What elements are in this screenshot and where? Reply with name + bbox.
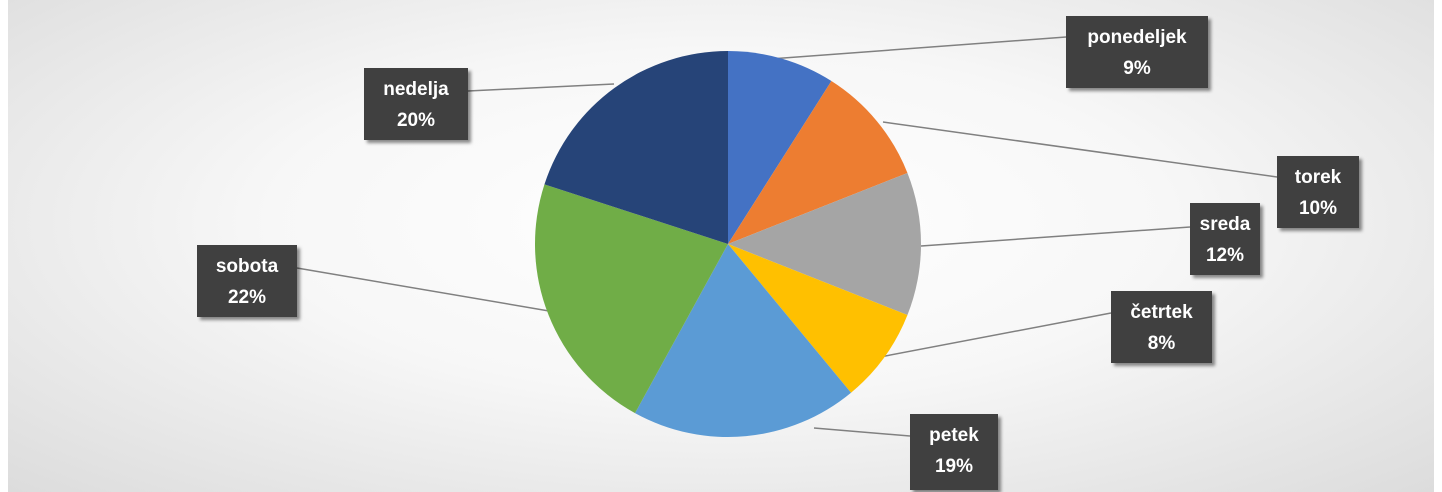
- data-label: sobota 22%: [197, 245, 297, 317]
- pie-slice-2: [728, 172, 922, 316]
- data-label-box: [197, 245, 297, 317]
- data-label-category: nedelja: [383, 79, 449, 100]
- data-label-category: ponedeljek: [1087, 27, 1187, 48]
- data-label-percent: 20%: [397, 110, 435, 131]
- data-label-box: [1190, 203, 1260, 275]
- data-label: petek 19%: [910, 414, 998, 490]
- data-label-percent: 19%: [935, 456, 973, 477]
- data-label-box: [1066, 16, 1208, 88]
- leader-line: [879, 312, 1112, 358]
- leader-line: [467, 83, 615, 92]
- leader-line: [882, 121, 1278, 178]
- data-label: ponedeljek 9%: [1066, 16, 1208, 88]
- data-label: četrtek 8%: [1111, 291, 1212, 363]
- pie-slice-1: [728, 81, 908, 244]
- data-label: torek 10%: [1277, 156, 1359, 228]
- data-label-percent: 8%: [1148, 333, 1176, 354]
- data-label-category: sreda: [1200, 214, 1251, 235]
- data-label-box: [364, 68, 468, 140]
- data-label-category: petek: [929, 425, 979, 446]
- leader-line: [769, 36, 1067, 60]
- data-label-box: [910, 414, 998, 490]
- data-label-percent: 10%: [1299, 198, 1337, 219]
- pie-slices: [535, 51, 922, 438]
- data-label-percent: 12%: [1206, 245, 1244, 266]
- pie-slice-6: [544, 51, 728, 244]
- leader-lines: [296, 36, 1278, 437]
- data-label-category: četrtek: [1130, 302, 1193, 323]
- data-label-box: [1111, 291, 1212, 363]
- leader-line: [813, 427, 911, 437]
- leader-line: [920, 226, 1191, 247]
- pie-slice-3: [728, 244, 908, 393]
- data-label-category: torek: [1295, 167, 1342, 188]
- data-label-box: [1277, 156, 1359, 228]
- pie-slice-4: [635, 244, 852, 438]
- data-label-percent: 22%: [228, 287, 266, 308]
- data-label: sreda 12%: [1190, 203, 1260, 275]
- data-label: nedelja 20%: [364, 68, 468, 140]
- pie-slice-5: [535, 184, 728, 414]
- data-label-percent: 9%: [1123, 58, 1151, 79]
- data-labels: ponedeljek 9% torek 10% sreda 12% četrtek 8% pet…: [197, 16, 1359, 490]
- leader-line: [296, 267, 550, 312]
- pie-slice-0: [728, 51, 832, 244]
- data-label-category: sobota: [216, 256, 279, 277]
